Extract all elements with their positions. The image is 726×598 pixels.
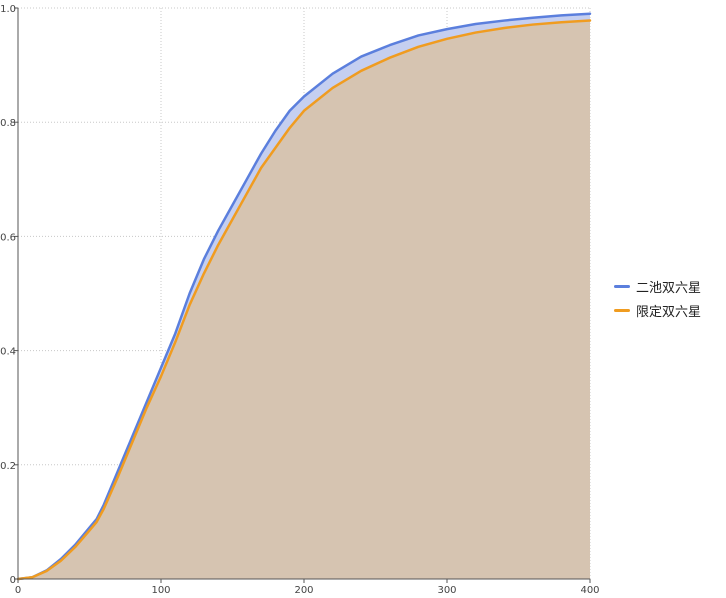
y-tick-label: 1.0 <box>0 4 16 15</box>
y-tick-label: 0 <box>10 575 16 586</box>
series-lines <box>16 12 592 581</box>
y-tick-label: 0.6 <box>0 232 16 243</box>
x-tick-label: 400 <box>580 585 599 596</box>
axes <box>14 7 591 583</box>
x-tick-label: 0 <box>15 585 21 596</box>
y-tick-label: 0.4 <box>0 347 16 358</box>
y-tick-label: 0.2 <box>0 461 16 472</box>
x-tick-label: 100 <box>151 585 170 596</box>
legend-swatch <box>614 308 630 312</box>
tick-labels: 0 100 200 300 400 0 0.2 0.4 0.6 0.8 1.0 <box>0 4 599 596</box>
legend: 二池双六星限定双六星 <box>614 274 701 322</box>
legend-item-1: 限定双六星 <box>614 298 701 322</box>
legend-label: 限定双六星 <box>636 304 702 320</box>
series-area-1 <box>18 20 590 580</box>
y-tick-label: 0.8 <box>0 118 16 129</box>
series-line-1 <box>16 19 592 581</box>
legend-swatch <box>614 284 630 288</box>
legend-label: 二池双六星 <box>636 280 702 296</box>
series-areas <box>18 13 590 580</box>
series-line-0 <box>16 12 592 581</box>
legend-item-0: 二池双六星 <box>614 274 701 298</box>
x-tick-label: 200 <box>294 585 313 596</box>
x-tick-label: 300 <box>437 585 456 596</box>
